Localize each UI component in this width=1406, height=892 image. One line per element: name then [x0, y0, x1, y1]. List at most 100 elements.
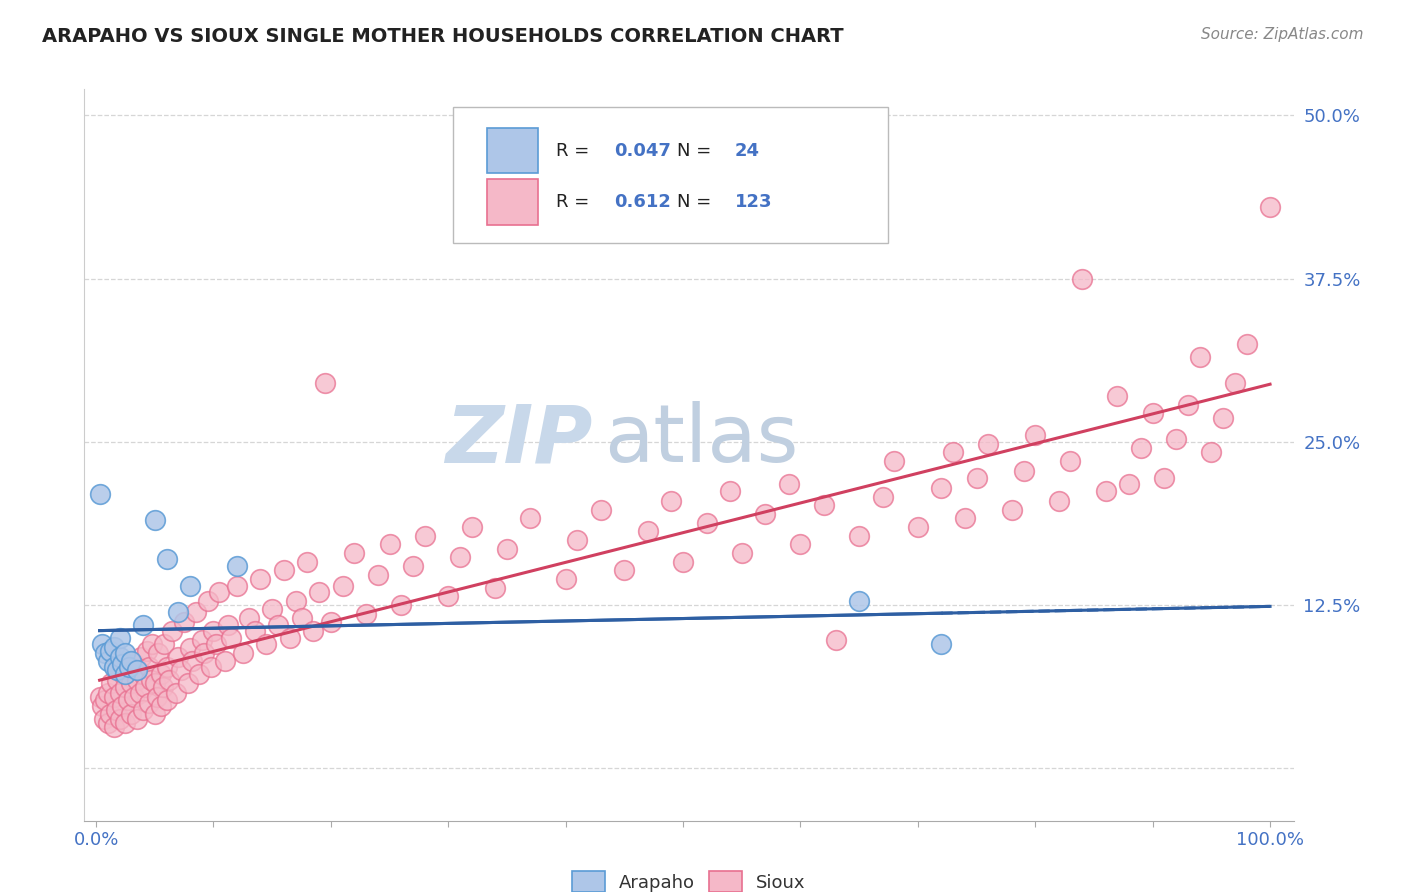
Point [589, 503, 612, 517]
Point [1094, 484, 1116, 499]
Point [848, 529, 870, 543]
Point [332, 578, 354, 592]
Text: R =: R = [555, 142, 595, 160]
Point [98, 706, 121, 721]
Point [108, 631, 131, 645]
Point [173, 615, 195, 629]
Point [205, 637, 228, 651]
Point [1201, 445, 1223, 459]
Point [778, 476, 800, 491]
FancyBboxPatch shape [486, 128, 538, 173]
Point [267, 617, 290, 632]
Point [953, 510, 976, 524]
Point [105, 673, 128, 687]
Point [143, 513, 166, 527]
Point [254, 637, 277, 651]
Point [89, 487, 111, 501]
Point [149, 667, 172, 681]
Point [378, 537, 401, 551]
Point [1236, 337, 1258, 351]
Point [302, 624, 325, 639]
Text: 0.612: 0.612 [614, 193, 671, 211]
Point [824, 633, 846, 648]
Point [138, 696, 160, 710]
Text: N =: N = [676, 142, 717, 160]
Point [262, 602, 284, 616]
Point [127, 712, 149, 726]
Point [1166, 432, 1188, 446]
Point [114, 647, 136, 661]
Point [696, 516, 718, 530]
Point [1258, 200, 1281, 214]
Point [94, 647, 117, 661]
Point [152, 681, 174, 695]
Point [813, 498, 835, 512]
Point [105, 664, 128, 678]
Point [120, 706, 142, 721]
Point [966, 471, 988, 485]
Point [103, 659, 125, 673]
Point [94, 693, 117, 707]
Point [184, 605, 207, 619]
Point [118, 664, 141, 678]
Text: N =: N = [676, 193, 717, 211]
Point [754, 507, 776, 521]
Point [314, 376, 336, 390]
Point [146, 690, 169, 704]
Point [157, 673, 180, 687]
Point [155, 552, 177, 566]
Point [132, 667, 155, 681]
Point [105, 703, 128, 717]
Point [449, 549, 471, 564]
Point [308, 585, 330, 599]
Point [226, 578, 249, 592]
Point [637, 524, 659, 538]
Point [872, 490, 894, 504]
Point [117, 693, 139, 707]
Point [148, 647, 170, 661]
Point [91, 698, 114, 713]
Point [238, 611, 260, 625]
Point [97, 715, 120, 730]
Point [179, 641, 201, 656]
Point [672, 555, 695, 569]
Point [343, 546, 366, 560]
Point [179, 578, 201, 592]
Point [907, 520, 929, 534]
Point [208, 585, 231, 599]
Point [496, 541, 519, 556]
Point [931, 481, 953, 495]
Point [129, 650, 152, 665]
Point [93, 712, 115, 726]
Point [718, 484, 741, 499]
Point [127, 673, 149, 687]
Point [149, 698, 172, 713]
Point [942, 445, 965, 459]
Point [613, 563, 636, 577]
Point [413, 529, 436, 543]
Point [1059, 454, 1081, 468]
Point [135, 644, 157, 658]
Point [111, 657, 134, 671]
Point [402, 558, 425, 573]
Point [290, 611, 312, 625]
Point [114, 681, 136, 695]
Text: atlas: atlas [605, 401, 799, 479]
Point [103, 720, 125, 734]
Point [1047, 493, 1070, 508]
Point [155, 659, 177, 673]
Point [197, 594, 219, 608]
Point [162, 624, 184, 639]
Point [202, 624, 225, 639]
FancyBboxPatch shape [453, 108, 889, 243]
Point [883, 454, 905, 468]
Text: R =: R = [555, 193, 595, 211]
Text: 123: 123 [735, 193, 772, 211]
Point [141, 673, 163, 687]
Point [132, 617, 155, 632]
Point [114, 715, 136, 730]
Point [367, 568, 389, 582]
Point [108, 686, 131, 700]
Point [1153, 471, 1175, 485]
Point [389, 598, 412, 612]
